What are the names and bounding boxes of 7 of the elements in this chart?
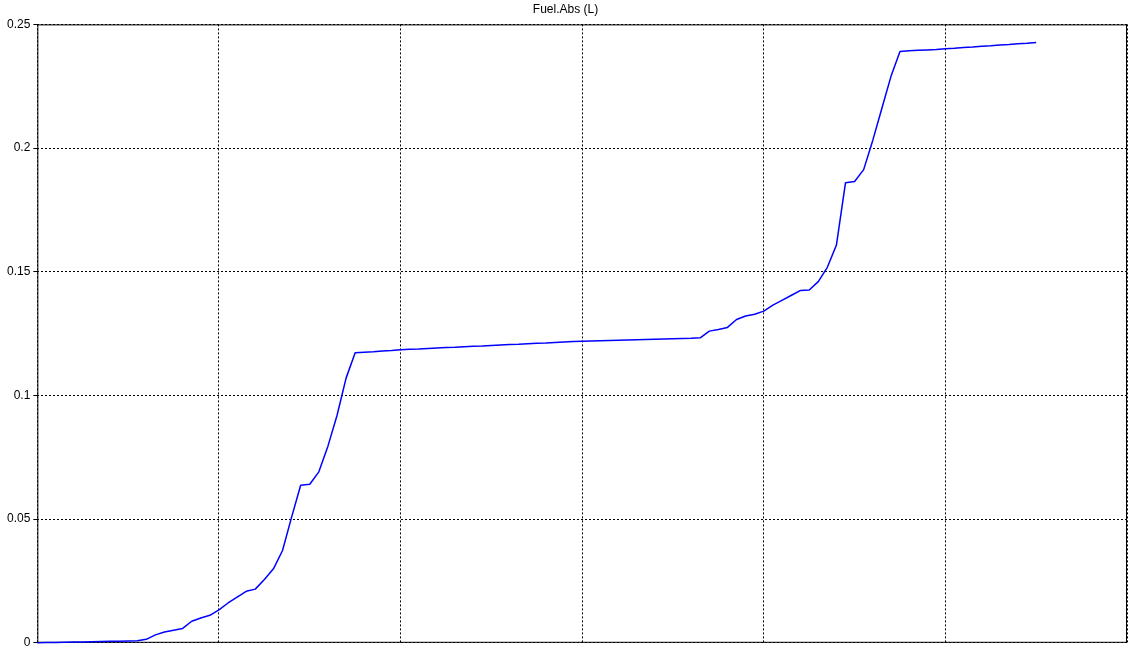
chart-title: Fuel.Abs (L) bbox=[532, 1, 599, 16]
y-tick-label: 0 bbox=[23, 635, 31, 650]
y-tick-label: 0.25 bbox=[7, 16, 31, 31]
y-tick-label: 0.2 bbox=[13, 140, 31, 155]
y-tick-label: 0.05 bbox=[7, 511, 31, 526]
y-tick-label: 0.15 bbox=[7, 264, 31, 279]
y-tick-label: 0.1 bbox=[13, 387, 31, 402]
